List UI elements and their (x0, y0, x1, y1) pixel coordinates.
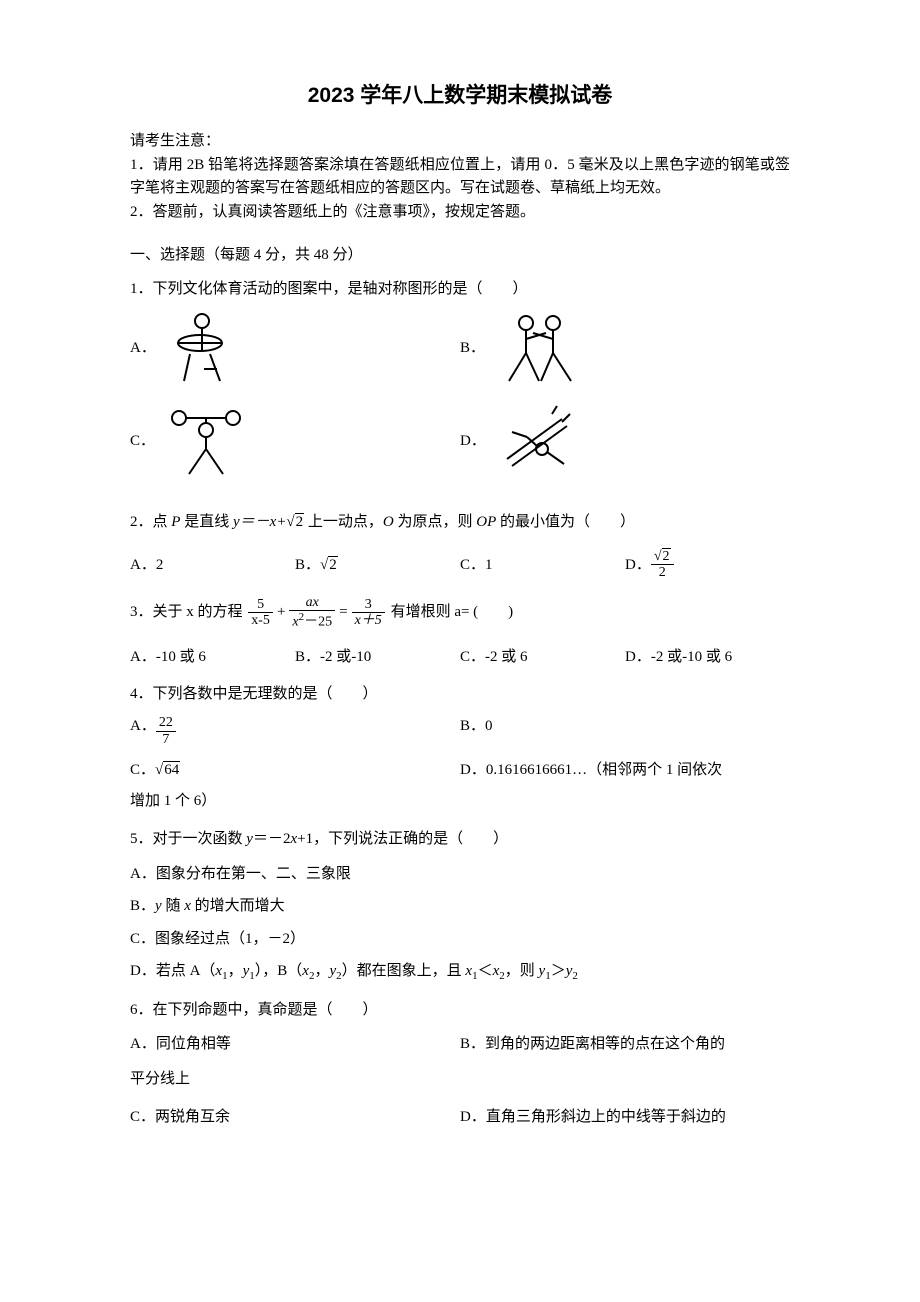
q5-option-a: A．图象分布在第一、二、三象限 (130, 863, 790, 886)
sport-icon-b (491, 311, 586, 386)
instructions-header: 请考生注意： (130, 130, 790, 153)
q1-option-a: A． (130, 311, 460, 386)
question-6: 6．在下列命题中，真命题是（ ） A．同位角相等 B．到角的两边距离相等的点在这… (130, 999, 790, 1129)
q5-option-d: D．若点 A（x1，y1），B（x2，y2）都在图象上，且 x1＜x2，则 y1… (130, 960, 790, 985)
q2-option-b: B．2 (295, 549, 460, 581)
q6-option-a: A．同位角相等 (130, 1033, 460, 1056)
question-1: 1．下列文化体育活动的图案中，是轴对称图形的是（ ） A． (130, 278, 790, 497)
q6-text: 6．在下列命题中，真命题是（ ） (130, 999, 790, 1022)
instructions-block: 请考生注意： 1．请用 2B 铅笔将选择题答案涂填在答题纸相应位置上，请用 0．… (130, 130, 790, 224)
q3-option-b: B．-2 或-10 (295, 646, 460, 669)
option-label-c: C． (130, 430, 155, 453)
instructions-item-2: 2．答题前，认真阅读答题纸上的《注意事项》，按规定答题。 (130, 201, 790, 224)
q4-text: 4．下列各数中是无理数的是（ ） (130, 683, 790, 706)
q1-option-d: D． (460, 404, 790, 479)
q3-text: 3．关于 x 的方程 5x-5 + ax x2－25 = 3x＋5 有增根则 a… (130, 595, 790, 630)
q3-option-c: C．-2 或 6 (460, 646, 625, 669)
q2-option-a: A．2 (130, 549, 295, 581)
q3-option-d: D．-2 或-10 或 6 (625, 646, 790, 669)
question-5: 5．对于一次函数 y＝－2x+1，下列说法正确的是（ ） A．图象分布在第一、二… (130, 828, 790, 985)
q6-option-c: C．两锐角互余 (130, 1106, 460, 1129)
instructions-item-1: 1．请用 2B 铅笔将选择题答案涂填在答题纸相应位置上，请用 0．5 毫米及以上… (130, 154, 790, 199)
option-label-b: B． (460, 337, 485, 360)
q2-text: 2．点 P 是直线 y＝－x+2 上一动点，O 为原点，则 OP 的最小值为（ … (130, 511, 790, 534)
q4-option-b: B．0 (460, 715, 790, 747)
question-2: 2．点 P 是直线 y＝－x+2 上一动点，O 为原点，则 OP 的最小值为（ … (130, 511, 790, 581)
question-4: 4．下列各数中是无理数的是（ ） A． 227 B．0 C．64 D．0.161… (130, 683, 790, 812)
section-1-header: 一、选择题（每题 4 分，共 48 分） (130, 244, 790, 267)
q6-option-b: B．到角的两边距离相等的点在这个角的 (460, 1033, 790, 1056)
q3-option-a: A．-10 或 6 (130, 646, 295, 669)
sport-icon-a (162, 311, 252, 386)
option-label-a: A． (130, 337, 156, 360)
sport-icon-d (492, 404, 582, 479)
q1-text: 1．下列文化体育活动的图案中，是轴对称图形的是（ ） (130, 278, 790, 301)
q4-option-d: D．0.1616616661…（相邻两个 1 间依次 (460, 759, 790, 782)
exam-title: 2023 学年八上数学期末模拟试卷 (130, 80, 790, 112)
q2-option-d: D． 2 2 (625, 549, 790, 581)
sport-icon-c (161, 404, 256, 479)
option-label-d: D． (460, 430, 486, 453)
q1-option-b: B． (460, 311, 790, 386)
q5-option-c: C．图象经过点（1，－2） (130, 928, 790, 951)
q1-option-c: C． (130, 404, 460, 479)
question-3: 3．关于 x 的方程 5x-5 + ax x2－25 = 3x＋5 有增根则 a… (130, 595, 790, 669)
q4-option-a: A． 227 (130, 715, 460, 747)
q4-option-c: C．64 (130, 759, 460, 782)
q2-option-c: C．1 (460, 549, 625, 581)
q6-option-d: D．直角三角形斜边上的中线等于斜边的 (460, 1106, 790, 1129)
q4-option-d-cont: 增加 1 个 6） (130, 790, 790, 813)
q5-text: 5．对于一次函数 y＝－2x+1，下列说法正确的是（ ） (130, 828, 790, 851)
q6-option-b-cont: 平分线上 (130, 1068, 790, 1091)
q5-option-b: B．y 随 x 的增大而增大 (130, 895, 790, 918)
